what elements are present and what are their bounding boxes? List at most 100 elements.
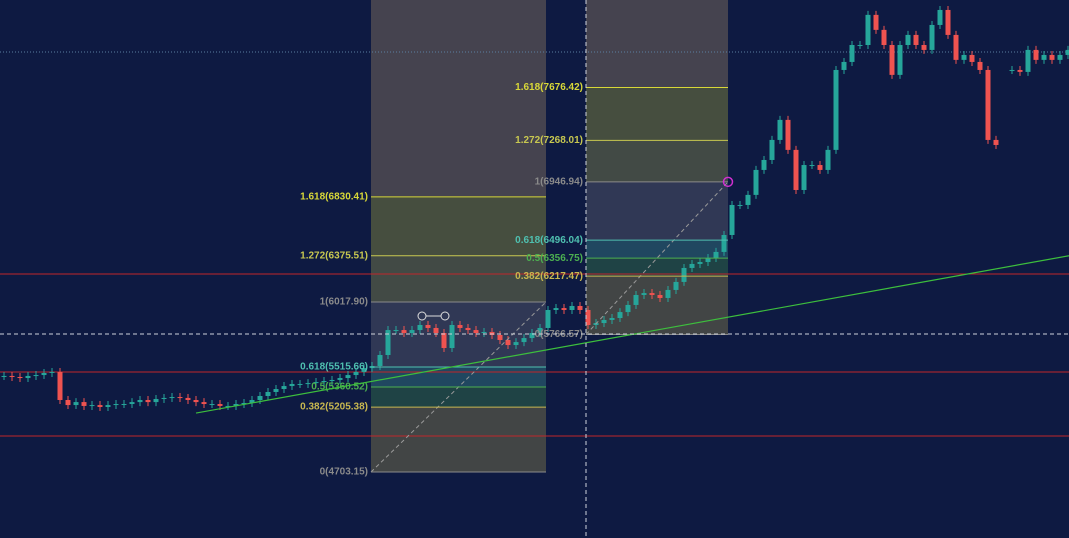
candle (425, 320, 431, 332)
candle (1033, 45, 1039, 64)
candle-body (713, 251, 719, 259)
candle (313, 378, 319, 388)
candle-body (433, 327, 439, 334)
candle (41, 368, 47, 380)
candle-body (681, 267, 687, 282)
candle (625, 300, 631, 317)
candle (745, 190, 751, 209)
candle-body (969, 54, 975, 62)
trend-line (195, 255, 1069, 414)
candle (905, 30, 911, 50)
candle-body (281, 386, 287, 390)
drawing-handle (417, 311, 427, 321)
candle-body (273, 389, 279, 392)
candle (953, 30, 959, 64)
candle-body (673, 281, 679, 290)
candle-body (1049, 54, 1055, 60)
candle (937, 5, 943, 29)
candle (281, 382, 287, 394)
candle-body (241, 402, 247, 405)
candle (193, 396, 199, 407)
candle (897, 41, 903, 79)
candle-body (185, 397, 191, 401)
candle-body (1017, 69, 1023, 72)
fib-band (586, 181, 728, 241)
candle-body (361, 368, 367, 372)
candle-body (65, 400, 71, 406)
candle (673, 277, 679, 294)
candle-body (249, 400, 255, 403)
candle-body (865, 14, 871, 46)
candle (681, 263, 687, 286)
candle-body (49, 371, 55, 373)
candle (113, 400, 119, 410)
candle-body (473, 330, 479, 334)
candle-body (817, 165, 823, 170)
candle-body (561, 308, 567, 310)
fib-label: 1.618(6830.41) (300, 192, 368, 203)
fib-top-zone (586, 0, 728, 88)
candle-body (457, 324, 463, 328)
candle (129, 398, 135, 409)
candle (305, 379, 311, 388)
candle-body (449, 324, 455, 349)
candle (73, 398, 79, 410)
candle (913, 30, 919, 50)
candle-body (497, 334, 503, 341)
candle (841, 57, 847, 74)
candle-body (729, 204, 735, 235)
candle (705, 254, 711, 267)
candle-body (33, 375, 39, 377)
fib-top-zone (371, 0, 546, 197)
candle-body (849, 45, 855, 62)
candle-body (665, 289, 671, 298)
candle (713, 247, 719, 263)
fib-label: 1.272(7268.01) (515, 135, 583, 146)
candle (1057, 50, 1063, 64)
fib-label: 0(5766.57) (535, 329, 583, 340)
candle-body (521, 338, 527, 343)
candle-body (465, 327, 471, 331)
candle-body (161, 397, 167, 399)
candle (889, 41, 895, 79)
fib-band (586, 276, 728, 335)
candle-body (265, 391, 271, 396)
candle (225, 401, 231, 410)
candle (865, 10, 871, 50)
candle-body (321, 380, 327, 383)
candle-body (529, 333, 535, 339)
candle-body (785, 119, 791, 150)
candle (633, 290, 639, 309)
fib-handle (722, 176, 734, 188)
candle (737, 200, 743, 209)
candle (1065, 45, 1069, 59)
candle (105, 401, 111, 411)
candle-body (305, 383, 311, 385)
candle (81, 398, 87, 410)
candle (881, 25, 887, 50)
candle-body (825, 149, 831, 170)
candle (409, 326, 415, 338)
fib-label: 0.382(6217.47) (515, 271, 583, 282)
candle-body (217, 404, 223, 406)
candle-body (17, 376, 23, 379)
candle-body (297, 383, 303, 385)
candle (89, 401, 95, 410)
candle (785, 115, 791, 154)
candle-body (553, 308, 559, 310)
candle (353, 367, 359, 380)
candle (601, 315, 607, 328)
candle-body (225, 405, 231, 407)
candle (17, 372, 23, 383)
candle-body (153, 398, 159, 403)
fib-label: 0.382(5205.38) (300, 402, 368, 413)
candle (161, 393, 167, 403)
candle-body (649, 293, 655, 295)
candle (569, 301, 575, 314)
candle (417, 320, 423, 335)
fib-label: 0.618(5515.66) (300, 362, 368, 373)
candle-body (73, 402, 79, 406)
candle (753, 165, 759, 199)
candle-body (753, 169, 759, 195)
